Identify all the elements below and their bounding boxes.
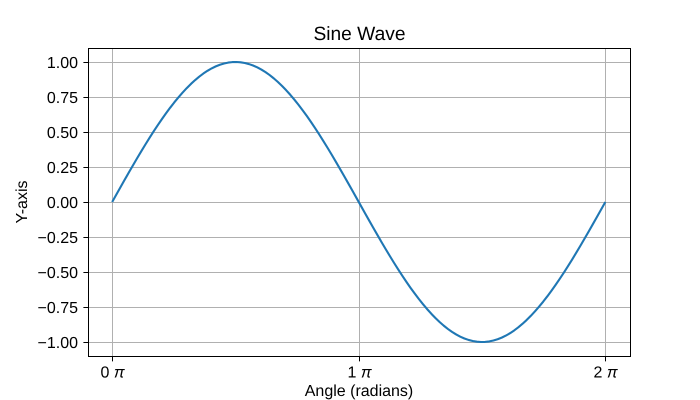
svg-text:0.50: 0.50 bbox=[47, 125, 78, 142]
svg-text:1.00: 1.00 bbox=[47, 55, 78, 72]
svg-text:Sine Wave: Sine Wave bbox=[313, 24, 405, 45]
svg-text:−0.75: −0.75 bbox=[38, 300, 79, 317]
svg-text:−0.25: −0.25 bbox=[38, 230, 79, 247]
svg-text:−0.50: −0.50 bbox=[38, 265, 79, 282]
svg-text:Y-axis: Y-axis bbox=[14, 181, 31, 224]
svg-text:0 π: 0 π bbox=[100, 365, 124, 382]
svg-text:−1.00: −1.00 bbox=[38, 335, 79, 352]
svg-text:2 π: 2 π bbox=[593, 365, 617, 382]
svg-text:1 π: 1 π bbox=[347, 365, 371, 382]
svg-text:0.25: 0.25 bbox=[47, 160, 78, 177]
svg-text:0.75: 0.75 bbox=[47, 90, 78, 107]
svg-text:Angle (radians): Angle (radians) bbox=[305, 383, 414, 400]
svg-text:0.00: 0.00 bbox=[47, 195, 78, 212]
